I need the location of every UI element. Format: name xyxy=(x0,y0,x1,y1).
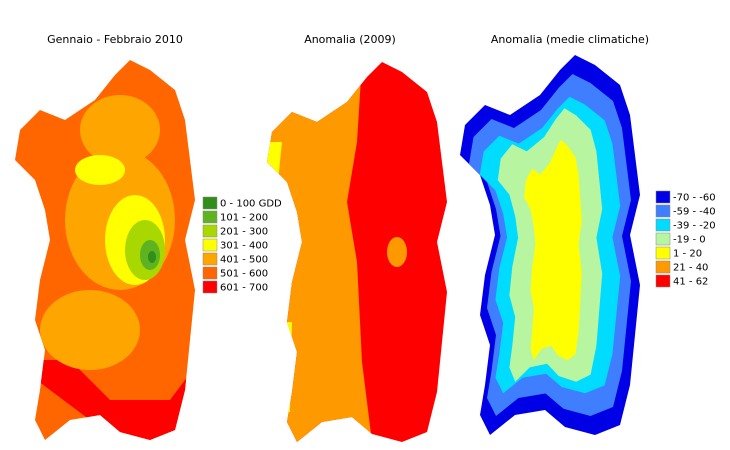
legend-swatch xyxy=(202,224,218,238)
legend-label: 301 - 400 xyxy=(220,241,268,252)
map-title: Anomalia (2009) xyxy=(304,33,396,46)
legend-label: 201 - 300 xyxy=(220,227,268,238)
legend-swatch xyxy=(655,246,671,260)
legend-swatch xyxy=(655,204,671,218)
legend-label: -70 - -60 xyxy=(673,193,716,204)
legend-label: 101 - 200 xyxy=(220,213,268,224)
legend-swatch xyxy=(202,238,218,252)
legend-swatch xyxy=(202,280,218,294)
legend-swatch xyxy=(202,266,218,280)
legend-swatch xyxy=(655,274,671,288)
legend-label: 41 - 62 xyxy=(673,277,708,288)
legend-swatch xyxy=(655,232,671,246)
legend-swatch xyxy=(202,196,218,210)
map-title: Gennaio - Febbraio 2010 xyxy=(47,33,183,46)
legend-swatch xyxy=(202,210,218,224)
legend-swatch xyxy=(202,252,218,266)
legends: 0 - 100 GDD 101 - 200 201 - 300 301 - 400 40… xyxy=(202,190,716,294)
legend-swatch xyxy=(655,260,671,274)
legend-label: 501 - 600 xyxy=(220,269,268,280)
legend-label: 1 - 20 xyxy=(673,249,702,260)
legend-label: -39 - -20 xyxy=(673,221,716,232)
legend-label: 401 - 500 xyxy=(220,255,268,266)
legend-label: 601 - 700 xyxy=(220,283,268,294)
map-anomaly-climate xyxy=(460,55,640,435)
legend-label: 21 - 40 xyxy=(673,263,708,274)
legend-label: -19 - 0 xyxy=(673,235,706,246)
map-anomaly-2009 xyxy=(267,62,447,442)
legend-swatch xyxy=(655,190,671,204)
map-gdd xyxy=(15,60,195,440)
legend-label: -59 - -40 xyxy=(673,207,716,218)
map-title: Anomalia (medie climatiche) xyxy=(491,33,649,46)
legend-swatch xyxy=(655,218,671,232)
legend-label: 0 - 100 GDD xyxy=(220,199,282,210)
